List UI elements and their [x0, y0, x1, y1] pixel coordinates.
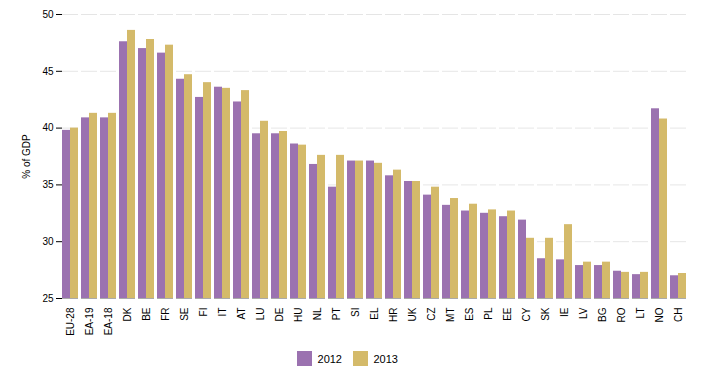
- svg-text:50: 50: [42, 9, 54, 20]
- svg-text:CH: CH: [673, 308, 684, 322]
- svg-text:HR: HR: [388, 308, 399, 322]
- svg-text:UK: UK: [407, 307, 418, 321]
- svg-text:SI: SI: [350, 308, 361, 317]
- svg-text:AT: AT: [236, 308, 247, 320]
- svg-text:CY: CY: [521, 307, 532, 321]
- svg-text:ES: ES: [464, 307, 475, 321]
- svg-text:CZ: CZ: [426, 308, 437, 321]
- svg-text:45: 45: [42, 66, 54, 77]
- svg-text:RO: RO: [616, 307, 627, 322]
- svg-text:MT: MT: [445, 308, 456, 322]
- svg-text:EU-28: EU-28: [65, 307, 76, 336]
- svg-text:EE: EE: [502, 307, 513, 321]
- svg-text:BE: BE: [141, 307, 152, 321]
- svg-text:LU: LU: [255, 308, 266, 321]
- html-text:2012: 2012: [317, 352, 342, 365]
- svg-text:DE: DE: [274, 307, 285, 321]
- svg-text:NL: NL: [312, 307, 323, 320]
- svg-text:30: 30: [42, 236, 54, 247]
- svg-text:DK: DK: [122, 307, 133, 321]
- svg-text:BG: BG: [597, 307, 608, 322]
- svg-text:FI: FI: [198, 308, 209, 317]
- svg-text:25: 25: [42, 293, 54, 304]
- svg-text:NO: NO: [654, 307, 665, 322]
- svg-text:35: 35: [42, 179, 54, 190]
- svg-text:40: 40: [42, 122, 54, 133]
- svg-text:EL: EL: [369, 307, 380, 320]
- svg-text:LT: LT: [635, 308, 646, 319]
- svg-text:EA-18: EA-18: [103, 307, 114, 335]
- svg-text:PT: PT: [331, 308, 342, 321]
- html-text:2013: 2013: [373, 352, 398, 365]
- svg-text:IT: IT: [217, 308, 228, 317]
- svg-text:% of GDP: % of GDP: [21, 134, 32, 179]
- svg-text:SE: SE: [179, 307, 190, 321]
- svg-text:FR: FR: [160, 308, 171, 321]
- svg-text:EA-19: EA-19: [84, 307, 95, 335]
- svg-text:HU: HU: [293, 308, 304, 322]
- svg-text:IE: IE: [559, 307, 570, 317]
- svg-text:SK: SK: [540, 307, 551, 321]
- svg-text:PL: PL: [483, 307, 494, 320]
- svg-text:LV: LV: [578, 307, 589, 319]
